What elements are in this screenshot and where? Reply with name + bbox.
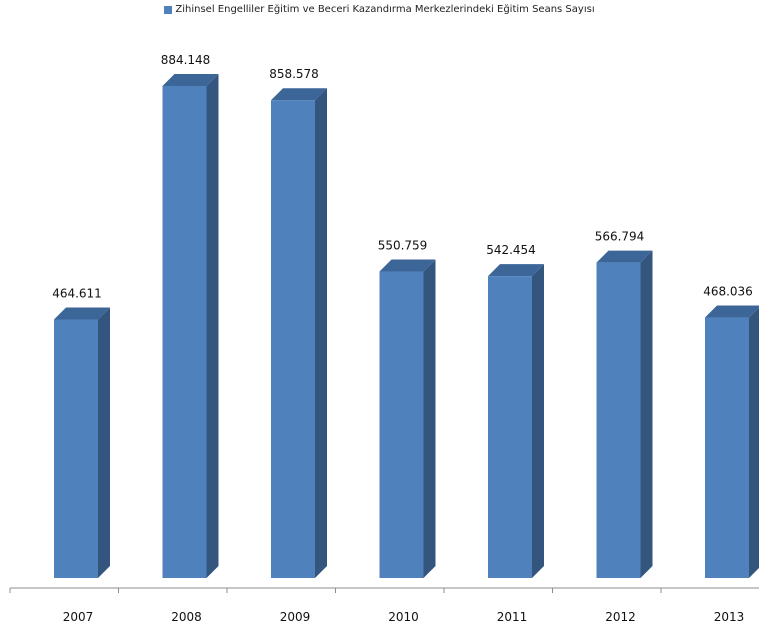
bar-2011 — [488, 264, 544, 578]
bar-front — [596, 262, 641, 578]
legend-label: Zihinsel Engelliler Eğitim ve Beceri Kaz… — [175, 4, 595, 15]
bar-top — [596, 250, 653, 263]
data-label-2013: 468.036 — [703, 285, 753, 299]
bar-front — [54, 319, 98, 578]
bar-side — [423, 259, 436, 578]
bar-side — [532, 264, 544, 578]
x-tick-label-2007: 2007 — [63, 610, 94, 624]
data-label-2008: 884.148 — [161, 53, 211, 67]
x-tick-label-2008: 2008 — [171, 610, 202, 624]
x-tick-label-2013: 2013 — [714, 610, 745, 624]
bar-front — [705, 317, 749, 578]
bar-top — [271, 88, 327, 101]
bar-front — [488, 276, 532, 578]
data-label-2011: 542.454 — [486, 243, 536, 257]
bar-front — [271, 100, 315, 578]
bar-2009 — [271, 88, 327, 578]
bar-side — [640, 250, 653, 578]
bar-side — [315, 88, 327, 578]
bar-front — [379, 271, 424, 578]
bar-2008 — [162, 74, 219, 578]
bar-2007 — [54, 307, 110, 578]
bar-side — [98, 307, 110, 578]
data-labels: 464.611 884.148 858.578 550.759 542.454 566.7… — [52, 53, 753, 300]
bar-2010 — [379, 259, 436, 578]
x-tick-label-2010: 2010 — [388, 610, 419, 624]
bars-group — [54, 74, 759, 578]
x-tick-label-2011: 2011 — [497, 610, 528, 624]
bar-top — [162, 74, 219, 86]
x-axis: 2007 2008 2009 2010 2011 2012 2013 — [9, 587, 759, 624]
bar-front — [162, 86, 207, 578]
bar-2012 — [596, 250, 653, 578]
data-label-2010: 550.759 — [378, 239, 428, 253]
legend: Zihinsel Engelliler Eğitim ve Beceri Kaz… — [0, 4, 759, 16]
x-tick-label-2012: 2012 — [605, 610, 636, 624]
x-tick-label-2009: 2009 — [280, 610, 311, 624]
bar-top — [705, 305, 759, 318]
bar-side — [206, 74, 219, 578]
data-label-2007: 464.611 — [52, 286, 102, 300]
bar-top — [379, 259, 436, 272]
legend-swatch — [164, 5, 173, 14]
data-label-2009: 858.578 — [269, 67, 319, 81]
bar-top — [488, 264, 544, 277]
bar-2013 — [705, 305, 759, 578]
bar-side — [749, 307, 759, 578]
bar-top — [54, 307, 110, 320]
data-label-2012: 566.794 — [595, 230, 645, 244]
